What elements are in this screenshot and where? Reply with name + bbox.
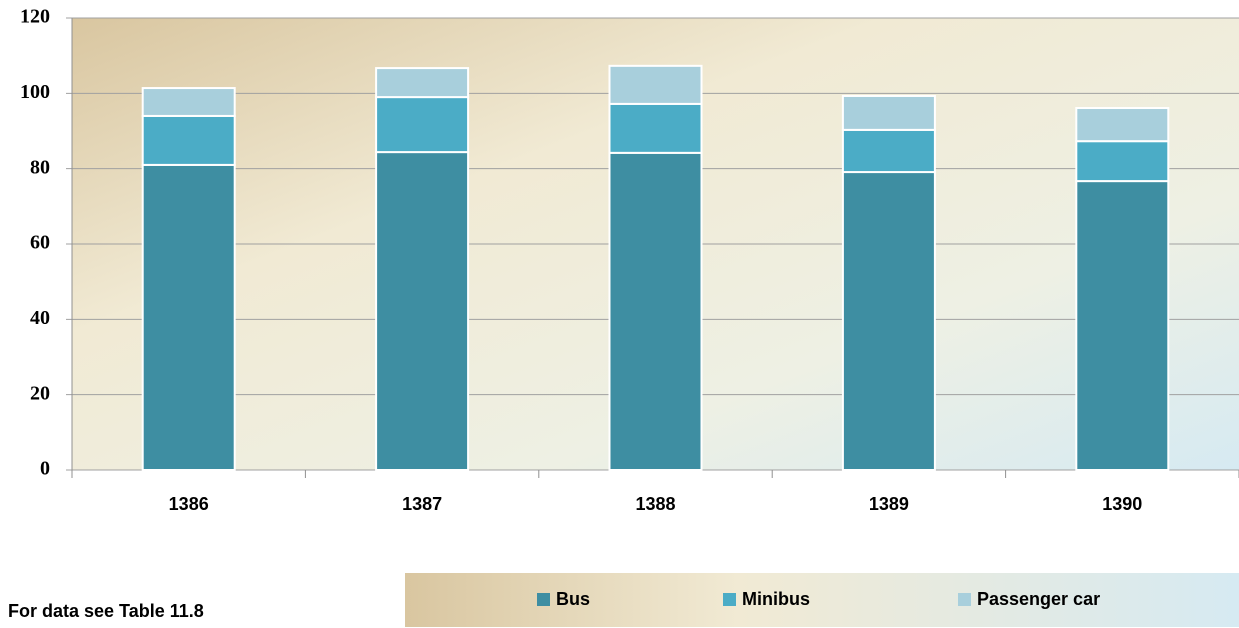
note: For data see Table 11.8 [8,601,204,621]
bar-segment [608,64,703,105]
bar-segment [1075,140,1170,183]
bar-segment [608,151,703,471]
bar-segment [141,114,236,166]
bar-segment [1075,180,1170,471]
bar-segment [841,171,936,471]
bar-segment [608,102,703,154]
legend-swatch [537,593,550,606]
y-tick-label: 100 [20,81,50,103]
y-tick-label: 60 [30,232,50,254]
y-tick-label: 120 [20,6,50,28]
bar-segment [841,94,936,131]
legend-swatch [958,593,971,606]
x-tick-label: 1387 [402,494,442,514]
legend-label: Bus [556,589,590,609]
x-tick-label: 1390 [1102,494,1142,514]
bar-segment [375,151,470,472]
legend-label: Passenger car [977,589,1100,609]
bar-segment [141,163,236,471]
legend-label: Minibus [742,589,810,609]
y-tick-label: 80 [30,156,50,178]
y-tick-label: 20 [30,382,50,404]
bar-segment [375,67,470,99]
x-tick-label: 1388 [635,494,675,514]
x-tick-label: 1389 [869,494,909,514]
y-tick-label: 40 [30,307,50,329]
bar-segment [141,87,236,117]
bar-segment [841,128,936,174]
y-tick-label: 0 [40,458,50,480]
legend-swatch [723,593,736,606]
bar-segment [1075,107,1170,143]
legend-box [405,573,1239,627]
x-tick-label: 1386 [169,494,209,514]
bar-segment [375,96,470,154]
